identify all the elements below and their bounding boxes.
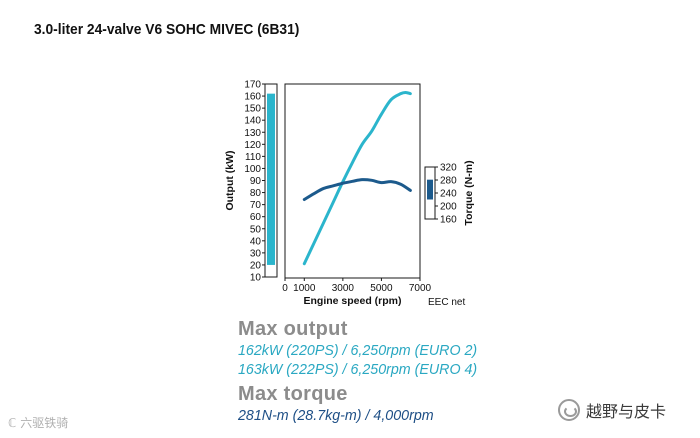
right-tick-label: 160 xyxy=(440,215,457,226)
left-tick-label: 160 xyxy=(244,92,261,103)
wechat-icon xyxy=(558,399,580,421)
output-range-band xyxy=(267,93,275,265)
watermark-right-text: 越野与皮卡 xyxy=(586,402,667,421)
right-axis: 160 200 240 280 320 Torque (N-m) xyxy=(424,160,475,226)
x-axis: 0 1000 3000 5000 7000 Engine speed (rpm) EEC n… xyxy=(282,278,465,308)
left-tick-label: 60 xyxy=(250,212,262,223)
left-tick-label: 150 xyxy=(244,104,261,115)
right-tick-label: 200 xyxy=(440,202,457,213)
right-tick-label: 240 xyxy=(440,189,457,200)
chart-title: 3.0-liter 24-valve V6 SOHC MIVEC (6B31) xyxy=(34,21,300,38)
right-tick-label: 320 xyxy=(440,163,457,174)
left-tick-label: 110 xyxy=(245,152,261,163)
left-tick-label: 20 xyxy=(250,260,262,271)
plot-area xyxy=(284,83,421,279)
max-output-euro4: 163kW (222PS) / 6,250rpm (EURO 4) xyxy=(238,361,478,378)
max-output-heading: Max output xyxy=(238,318,348,340)
x-tick-label: 5000 xyxy=(370,283,393,294)
left-axis-label: Output (kW) xyxy=(224,150,236,210)
x-tick-label: 7000 xyxy=(409,283,432,294)
right-tick-label: 280 xyxy=(440,176,457,187)
eec-net-note: EEC net xyxy=(428,297,465,308)
left-tick-label: 170 xyxy=(244,80,261,91)
left-tick-label: 130 xyxy=(244,128,261,139)
left-tick-label: 80 xyxy=(250,188,262,199)
left-tick-label: 30 xyxy=(250,248,262,259)
max-output-euro2: 162kW (220PS) / 6,250rpm (EURO 2) xyxy=(238,342,478,359)
x-tick-label: 3000 xyxy=(332,283,355,294)
left-tick-label: 140 xyxy=(244,116,261,127)
right-axis-label: Torque (N-m) xyxy=(463,160,475,225)
left-tick-label: 90 xyxy=(250,176,262,187)
torque-range-band xyxy=(427,179,433,200)
output-curve xyxy=(302,90,412,266)
left-axis: 10 20304050607080901001101201301401501601… xyxy=(224,80,278,284)
left-tick-label: 100 xyxy=(244,164,261,175)
x-tick-label: 1000 xyxy=(293,283,316,294)
engine-specs: Max output 162kW (220PS) / 6,250rpm (EUR… xyxy=(238,318,490,425)
x-axis-label: Engine speed (rpm) xyxy=(303,295,401,307)
left-tick-label: 40 xyxy=(250,236,262,247)
x-tick-label: 0 xyxy=(282,283,288,294)
max-torque-heading: Max torque xyxy=(238,383,348,405)
watermark-right: 越野与皮卡 xyxy=(558,398,666,422)
left-tick-label: 10 xyxy=(250,273,262,284)
left-tick-label: 120 xyxy=(244,140,261,151)
watermark-left: ℂ 六驱铁骑 xyxy=(8,416,69,430)
left-tick-label: 70 xyxy=(250,200,262,211)
max-torque-value: 281N-m (28.7kg-m) / 4,000rpm xyxy=(238,407,434,424)
left-tick-label: 50 xyxy=(250,224,262,235)
torque-curve xyxy=(302,178,412,201)
